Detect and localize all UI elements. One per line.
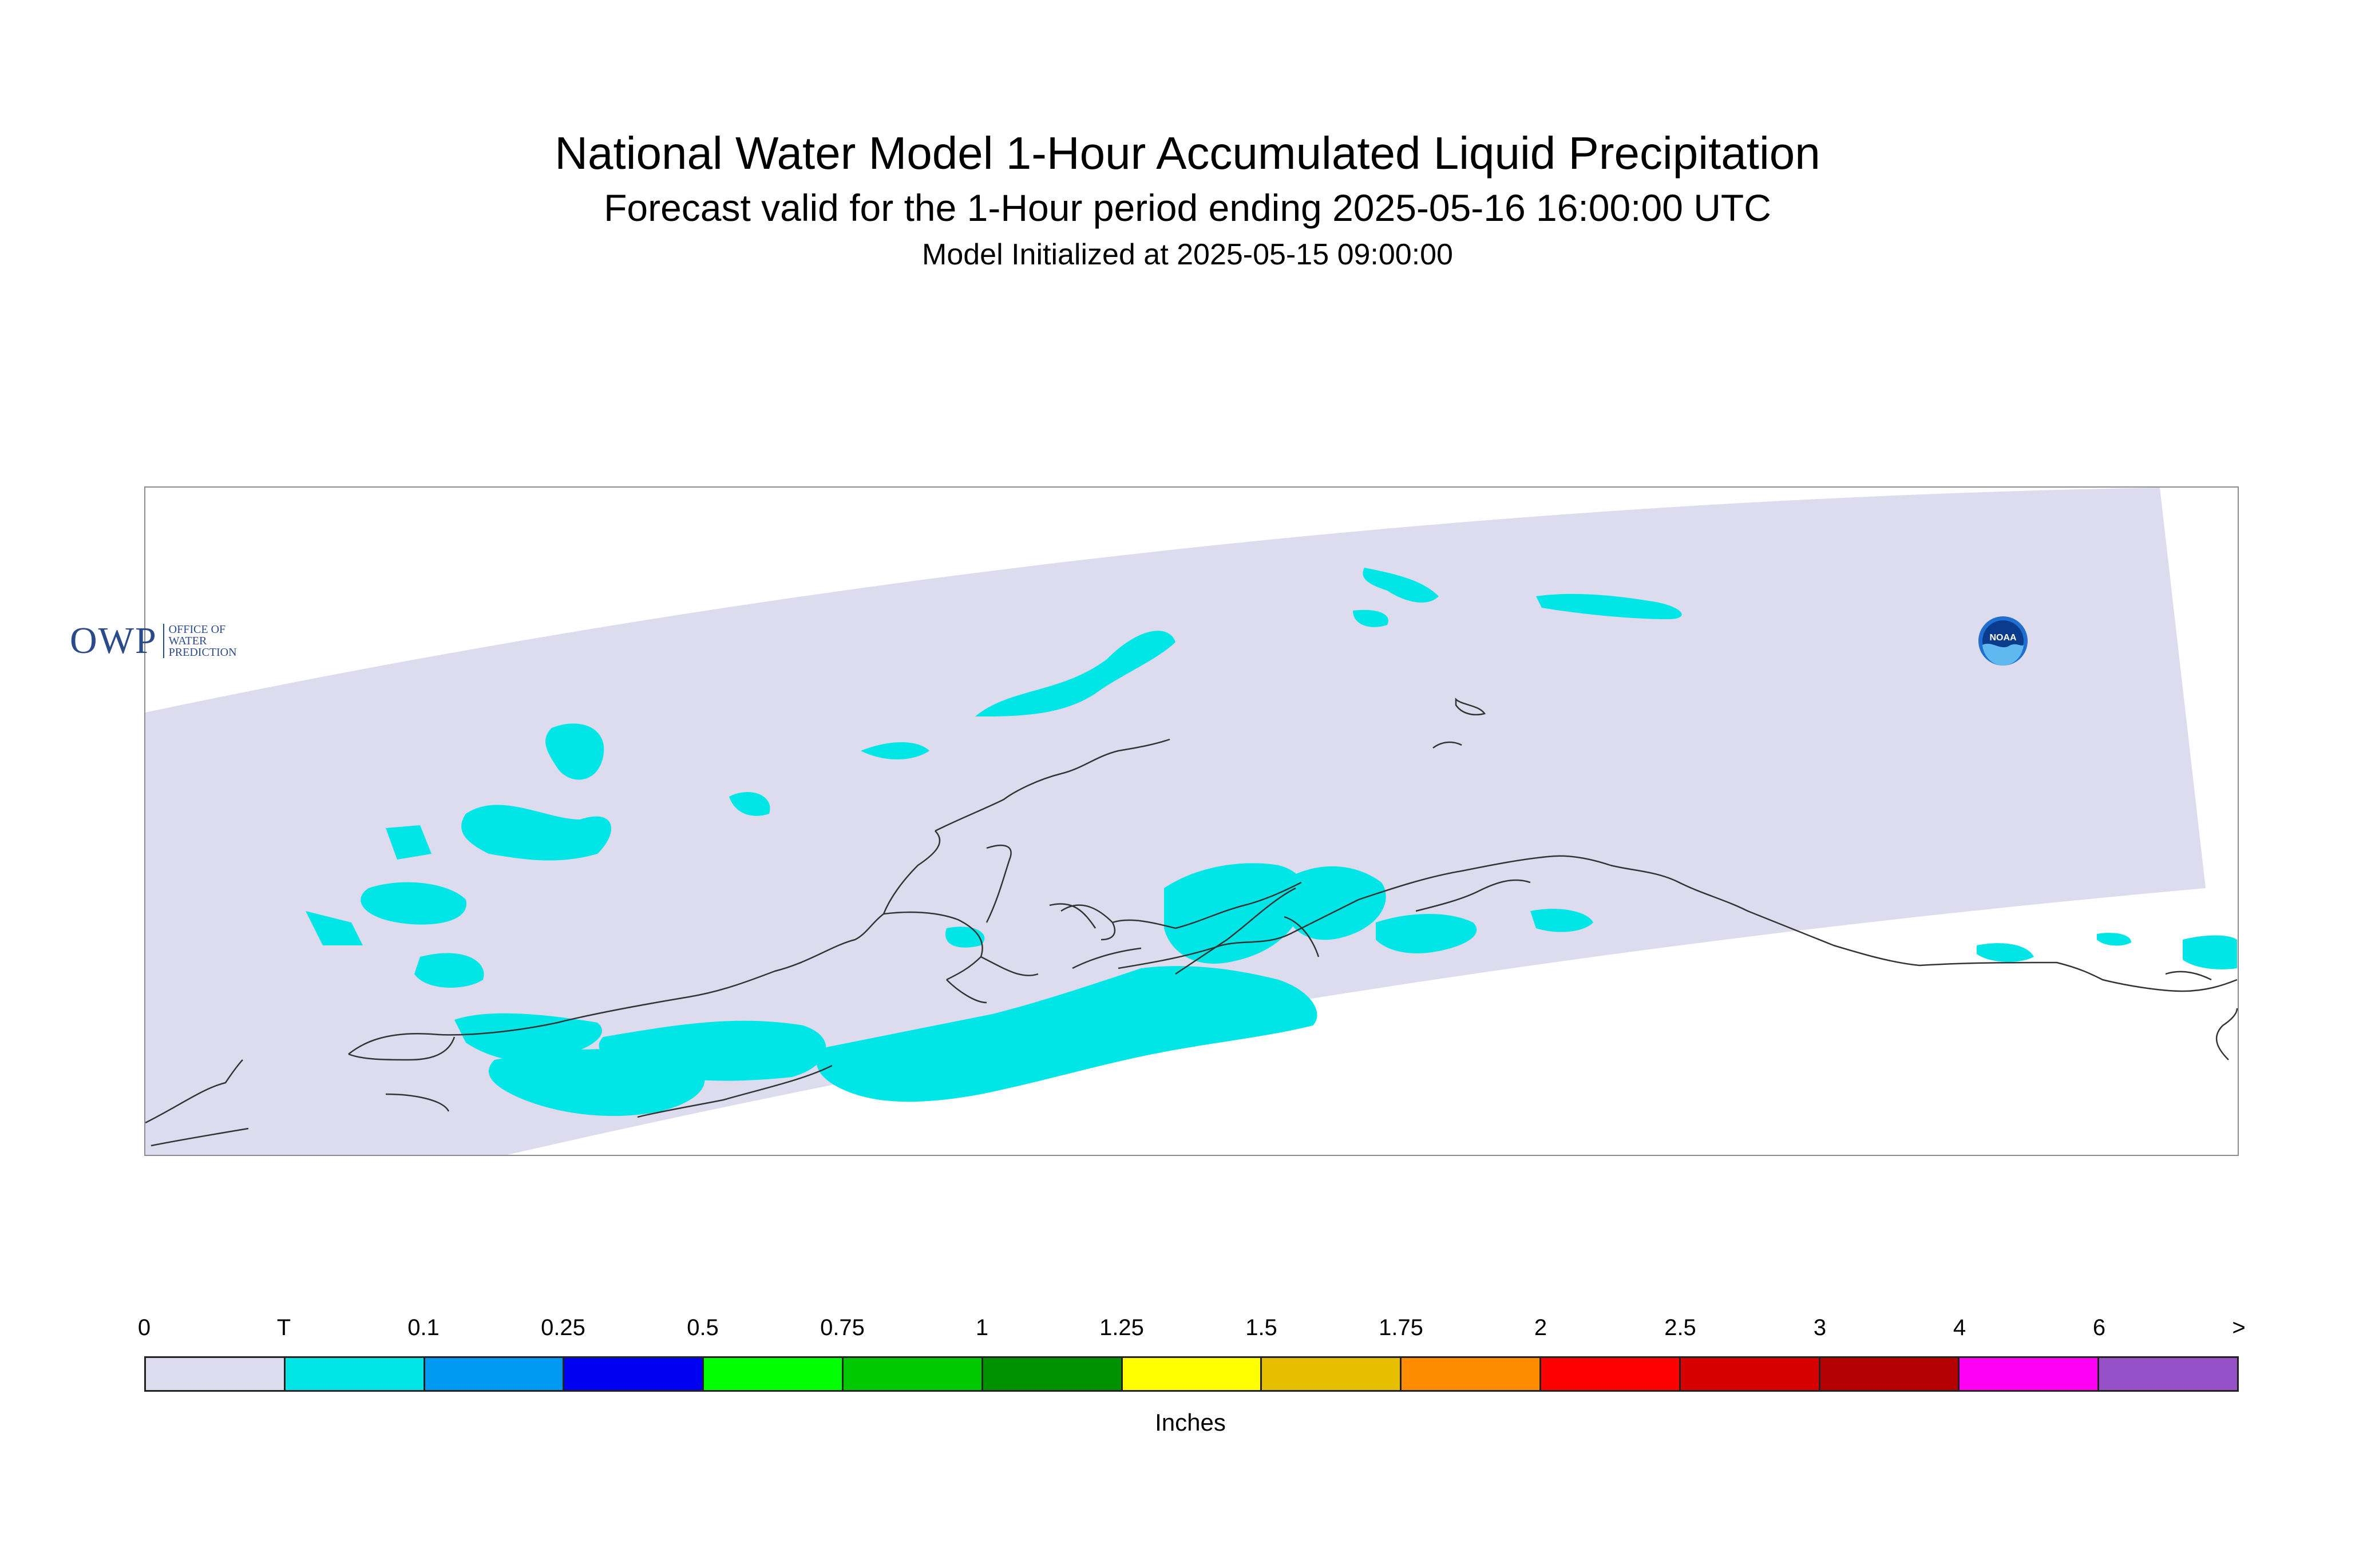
legend-swatch	[1680, 1358, 1820, 1390]
legend-tick-label: 2.5	[1664, 1315, 1696, 1340]
model-domain-area	[145, 488, 2206, 1155]
legend-swatch	[425, 1358, 565, 1390]
legend-swatch	[285, 1358, 425, 1390]
legend-swatch	[1402, 1358, 1541, 1390]
owp-logo-line: PREDICTION	[168, 646, 237, 659]
legend-swatch	[1262, 1358, 1402, 1390]
legend-tick-label: 0.1	[407, 1315, 440, 1340]
chart-title: National Water Model 1-Hour Accumulated …	[555, 128, 1820, 179]
legend-swatch	[843, 1358, 983, 1390]
owp-logo-line: OFFICE OF	[168, 623, 226, 636]
noaa-logo-label: NOAA	[1989, 633, 2017, 643]
legend-tick-label: 4	[1953, 1315, 1966, 1340]
legend-swatch	[1541, 1358, 1681, 1390]
legend-swatch	[704, 1358, 844, 1390]
legend-tick-label: 3	[1813, 1315, 1827, 1340]
legend-tick-label: 1.75	[1379, 1315, 1423, 1340]
legend-swatch	[983, 1358, 1123, 1390]
owp-logo: OWP OFFICE OF WATER PREDICTION	[70, 620, 237, 662]
trace-precipitation-areas	[306, 568, 2237, 1116]
legend-swatch	[1122, 1358, 1262, 1390]
legend-tick-label: 0	[137, 1315, 151, 1340]
legend-tick-label: 1.5	[1245, 1315, 1277, 1340]
legend-colorbar	[144, 1356, 2239, 1392]
legend-units-label: Inches	[1155, 1409, 1226, 1436]
legend-tick-label: 6	[2092, 1315, 2106, 1340]
legend-tick-label: 0.25	[541, 1315, 585, 1340]
owp-logo-mark: OWP	[70, 620, 157, 662]
owp-logo-line: WATER	[168, 635, 207, 647]
legend-tick-label: >	[2232, 1315, 2246, 1340]
forecast-subtitle: Forecast valid for the 1-Hour period end…	[604, 187, 1771, 229]
legend-swatch	[146, 1358, 286, 1390]
model-init-subtitle: Model Initialized at 2025-05-15 09:00:00	[922, 238, 1453, 271]
owp-logo-text: OFFICE OF WATER PREDICTION	[163, 624, 237, 658]
legend-tick-label: 1.25	[1099, 1315, 1144, 1340]
legend-swatch	[564, 1358, 704, 1390]
coastline	[145, 697, 2238, 1147]
legend-tick-label: 0.5	[687, 1315, 719, 1340]
legend-swatch	[1820, 1358, 1960, 1390]
legend-swatch	[2099, 1358, 2237, 1390]
legend-tick-label: T	[276, 1315, 291, 1340]
legend-tick-label: 0.75	[820, 1315, 865, 1340]
precipitation-map	[144, 486, 2239, 1156]
legend-swatch	[1960, 1358, 2100, 1390]
legend-tick-label: 2	[1534, 1315, 1547, 1340]
legend-tick-label: 1	[975, 1315, 989, 1340]
legend-tick-labels: 0 T 0.1 0.25 0.5 0.75 1 1.25 1.5 1.75 2 2.5 3 4 6 >	[138, 1315, 2246, 1344]
noaa-logo: NOAA	[1977, 615, 2029, 667]
